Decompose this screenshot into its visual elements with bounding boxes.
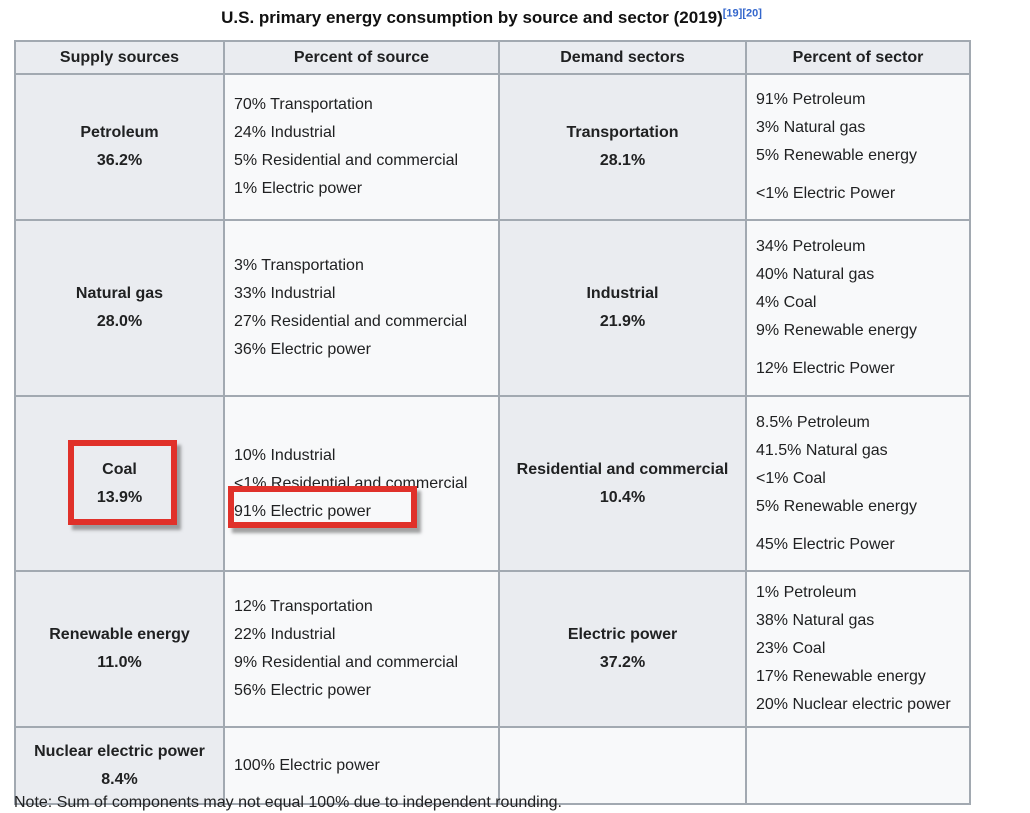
supply-source-name: Natural gas [75,285,164,302]
demand-sector-name: Industrial [586,285,659,302]
col-header-demand-sectors: Demand sectors [498,40,747,75]
table-row-natural-gas: Natural gas 28.0% 3% Transportation 33% … [14,219,971,397]
supply-source-cell: Natural gas 28.0% [14,219,225,397]
demand-sector-name: Residential and commercial [516,460,729,478]
supply-source-percent: 36.2% [96,152,143,169]
supply-source-name: Renewable energy [49,626,190,643]
empty-sector-breakdown-cell [745,726,971,805]
breakdown-line: 70% Transportation [234,96,373,113]
breakdown-line: 9% Residential and commercial [234,654,459,671]
source-breakdown-cell-coal: 10% Industrial <1% Residential and comme… [223,395,500,572]
breakdown-line: 38% Natural gas [756,612,875,629]
supply-source-percent: 8.4% [101,770,138,788]
breakdown-line: 17% Renewable energy [756,668,926,685]
ref-20-link[interactable]: [20] [742,7,762,20]
breakdown-line: <1% Electric Power [756,185,896,202]
supply-source-cell-coal: Coal 13.9% [14,395,225,572]
source-breakdown-cell: 100% Electric power [223,726,500,805]
demand-sector-percent: 21.9% [599,313,646,330]
table-row-nuclear: Nuclear electric power 8.4% 100% Electri… [14,726,971,805]
breakdown-line: 12% Electric Power [756,360,895,377]
breakdown-line: 9% Renewable energy [756,322,917,339]
demand-sector-cell: Industrial 21.9% [498,219,747,397]
breakdown-line: <1% Residential and commercial [234,474,468,492]
source-breakdown-cell: 70% Transportation 24% Industrial 5% Res… [223,73,500,221]
breakdown-line: 20% Nuclear electric power [756,696,951,713]
sector-breakdown-cell: 8.5% Petroleum 41.5% Natural gas <1% Coa… [745,395,971,572]
table-row-renewable-energy: Renewable energy 11.0% 12% Transportatio… [14,570,971,728]
footnote: Note: Sum of components may not equal 10… [14,794,562,811]
breakdown-line: <1% Coal [756,469,826,487]
breakdown-line: 56% Electric power [234,682,371,699]
breakdown-line: 100% Electric power [234,756,380,774]
breakdown-line: 33% Industrial [234,285,336,302]
breakdown-line: 3% Transportation [234,257,364,274]
breakdown-line: 1% Electric power [234,180,363,197]
breakdown-line: 5% Residential and commercial [234,152,459,169]
demand-sector-cell: Transportation 28.1% [498,73,747,221]
breakdown-line: 1% Petroleum [756,584,857,601]
breakdown-line: 34% Petroleum [756,238,866,255]
demand-sector-cell: Residential and commercial 10.4% [498,395,747,572]
breakdown-line: 12% Transportation [234,598,373,615]
sector-breakdown-cell: 91% Petroleum 3% Natural gas 5% Renewabl… [745,73,971,221]
supply-source-name: Coal [102,460,137,478]
sector-breakdown-cell: 34% Petroleum 40% Natural gas 4% Coal 9%… [745,219,971,397]
supply-source-percent: 13.9% [96,488,143,506]
supply-source-cell: Nuclear electric power 8.4% [14,726,225,805]
supply-source-name: Petroleum [80,124,159,141]
breakdown-line: 3% Natural gas [756,119,866,136]
breakdown-line: 5% Renewable energy [756,497,917,515]
sector-breakdown-cell: 1% Petroleum 38% Natural gas 23% Coal 17… [745,570,971,728]
breakdown-line: 22% Industrial [234,626,336,643]
breakdown-line: 23% Coal [756,640,826,657]
supply-source-cell: Renewable energy 11.0% [14,570,225,728]
breakdown-line: 40% Natural gas [756,266,875,283]
demand-sector-percent: 28.1% [599,152,646,169]
breakdown-line: 4% Coal [756,294,817,311]
breakdown-line: 41.5% Natural gas [756,441,888,459]
demand-sector-name: Electric power [567,626,678,643]
source-breakdown-cell: 3% Transportation 33% Industrial 27% Res… [223,219,500,397]
header-row: Supply sources Percent of source Demand … [14,40,971,75]
breakdown-line: 45% Electric Power [756,535,895,553]
col-header-percent-of-source: Percent of source [223,40,500,75]
demand-sector-percent: 37.2% [599,654,646,671]
breakdown-line: 24% Industrial [234,124,336,141]
table-caption: U.S. primary energy consumption by sourc… [14,8,969,28]
demand-sector-cell: Electric power 37.2% [498,570,747,728]
supply-source-name: Nuclear electric power [34,742,205,760]
col-header-percent-of-sector: Percent of sector [745,40,971,75]
demand-sector-percent: 10.4% [599,488,646,506]
breakdown-line: 5% Renewable energy [756,147,917,164]
supply-source-percent: 11.0% [97,654,142,671]
col-header-supply-sources: Supply sources [14,40,225,75]
empty-demand-sector-cell [498,726,747,805]
breakdown-line: 91% Petroleum [756,91,866,108]
supply-source-percent: 28.0% [96,313,143,330]
supply-source-cell: Petroleum 36.2% [14,73,225,221]
ref-19-link[interactable]: [19] [722,7,743,20]
reference-superscripts: [19][20] [723,7,762,19]
table-row-petroleum: Petroleum 36.2% 70% Transportation 24% I… [14,73,971,221]
breakdown-line: 8.5% Petroleum [756,413,870,431]
breakdown-line: 10% Industrial [234,446,336,464]
energy-consumption-table: Supply sources Percent of source Demand … [14,40,971,805]
source-breakdown-cell: 12% Transportation 22% Industrial 9% Res… [223,570,500,728]
breakdown-line: 36% Electric power [234,341,371,358]
table-row-coal: Coal 13.9% 10% Industrial <1% Residentia… [14,395,971,572]
table-title: U.S. primary energy consumption by sourc… [221,8,723,27]
demand-sector-name: Transportation [566,124,679,141]
breakdown-line: 91% Electric power [234,502,371,520]
breakdown-line: 27% Residential and commercial [234,313,467,330]
